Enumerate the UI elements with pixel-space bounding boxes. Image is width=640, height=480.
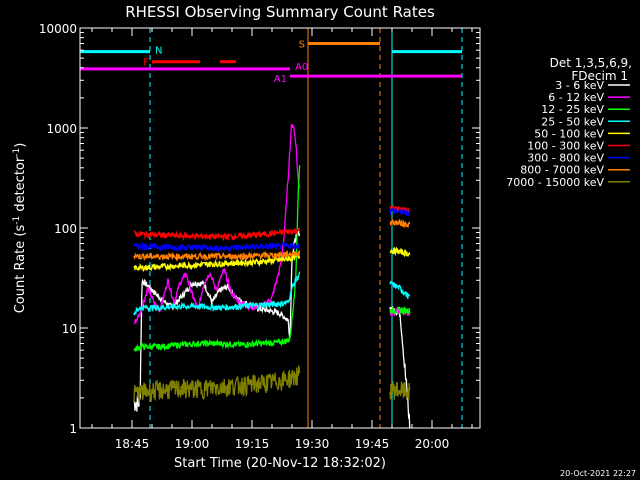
legend-label-4: 50 - 100 keV xyxy=(534,127,604,140)
series-line-4-seg1 xyxy=(389,246,411,258)
instrument-state-flags: NF A1 A0 S xyxy=(80,39,462,85)
y-tick-label-2: 100 xyxy=(54,222,77,236)
series-line-2-seg0 xyxy=(133,165,301,352)
y-tick-label-3: 1000 xyxy=(46,122,77,136)
legend-label-5: 100 - 300 keV xyxy=(527,140,604,153)
series-line-6-seg0 xyxy=(133,241,301,253)
series-line-7-seg0 xyxy=(133,250,301,262)
x-tick-label-1: 19:00 xyxy=(175,437,210,451)
series-line-4-seg0 xyxy=(133,252,301,272)
series-line-8-seg1 xyxy=(389,381,411,401)
series-line-2-seg1 xyxy=(389,305,411,316)
series-line-8-seg0 xyxy=(133,365,301,404)
legend-label-8: 7000 - 15000 keV xyxy=(506,176,604,189)
legend-header-detectors: Det 1,3,5,6,9, xyxy=(550,56,632,70)
y-tick-label-4: 10000 xyxy=(39,22,77,36)
legend-label-3: 25 - 50 keV xyxy=(541,115,604,128)
x-axis: 18:45 19:00 19:15 19:30 19:45 20:00 xyxy=(91,28,473,451)
footer-timestamp: 20-Oct-2021 22:27 xyxy=(560,469,636,478)
x-tick-label-4: 19:45 xyxy=(355,437,390,451)
count-rate-series xyxy=(133,123,411,428)
legend-label-6: 300 - 800 keV xyxy=(527,152,604,165)
chart-title: RHESSI Observing Summary Count Rates xyxy=(125,3,435,21)
series-line-5-seg0 xyxy=(133,227,301,242)
x-tick-label-3: 19:30 xyxy=(295,437,330,451)
series-line-3-seg1 xyxy=(389,280,411,299)
series-line-3-seg0 xyxy=(133,271,301,316)
y-axis: 1 10 100 1000 10000 xyxy=(39,22,480,436)
flag-label-f: F xyxy=(143,58,149,69)
flag-label-s: S xyxy=(299,39,305,50)
series-line-6-seg1 xyxy=(389,207,411,217)
legend-label-0: 3 - 6 keV xyxy=(555,79,604,92)
x-tick-label-0: 18:45 xyxy=(115,437,150,451)
series-line-0-seg0 xyxy=(133,230,301,412)
legend-label-2: 12 - 25 keV xyxy=(541,103,604,116)
series-line-1-seg0 xyxy=(133,123,301,325)
flag-label-a1: A1 xyxy=(274,74,287,85)
legend-label-1: 6 - 12 keV xyxy=(548,91,604,104)
y-tick-label-1: 10 xyxy=(62,322,77,336)
legend-header-decimation: FDecim 1 xyxy=(571,69,628,83)
legend-label-7: 800 - 7000 keV xyxy=(520,164,604,177)
series-line-7-seg1 xyxy=(389,217,411,229)
flag-label-a0: A0 xyxy=(295,62,308,73)
x-tick-label-5: 20:00 xyxy=(415,437,450,451)
flag-label-n: N xyxy=(155,46,162,57)
x-axis-label: Start Time (20-Nov-12 18:32:02) xyxy=(174,456,386,471)
y-tick-label-0: 1 xyxy=(69,422,77,436)
x-tick-label-2: 19:15 xyxy=(235,437,270,451)
y-axis-label: Count Rate (s-1 detector-1) xyxy=(12,143,28,314)
